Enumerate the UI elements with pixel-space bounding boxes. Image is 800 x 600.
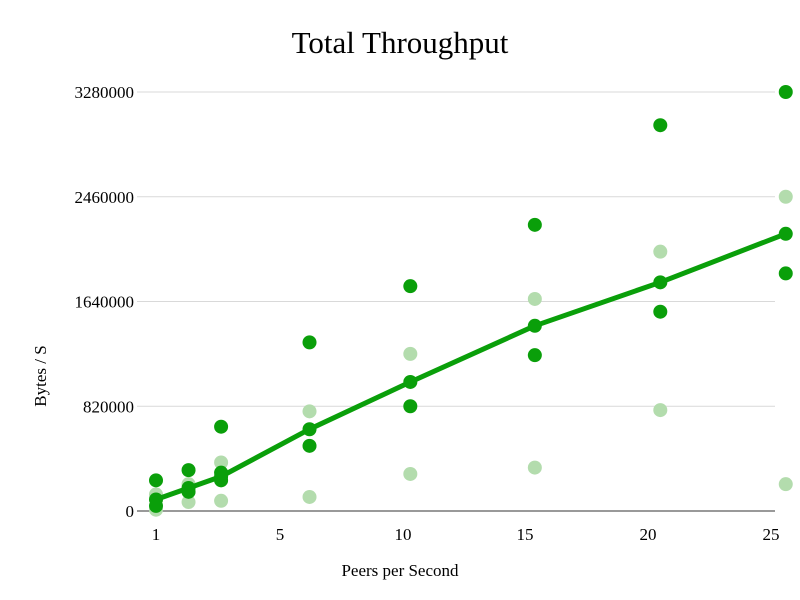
y-tick-label: 2460000: [75, 188, 135, 207]
data-point: [302, 335, 317, 350]
x-tick-label: 1: [152, 525, 161, 544]
plot-area: [149, 85, 793, 517]
x-tick-label: 20: [640, 525, 657, 544]
data-point: [214, 465, 229, 480]
trend-point: [778, 226, 793, 241]
chart-title: Total Throughput: [292, 25, 509, 60]
data-point: [181, 463, 196, 478]
data-point: [181, 484, 196, 499]
grid: [137, 91, 775, 512]
data-point: [527, 291, 542, 306]
x-tick-label: 25: [763, 525, 780, 544]
data-point: [149, 473, 163, 488]
trend-point: [527, 318, 542, 333]
y-axis-ticks: 0 820000 1640000 2460000 3280000: [75, 83, 135, 521]
data-point: [778, 85, 793, 99]
data-point: [653, 244, 668, 259]
data-point: [653, 403, 668, 418]
data-point: [653, 304, 668, 319]
data-point: [653, 118, 668, 133]
x-axis-label: Peers per Second: [341, 561, 459, 580]
data-point: [302, 438, 317, 453]
trend-line: [153, 231, 789, 502]
data-point: [403, 346, 418, 361]
data-point: [403, 399, 418, 414]
data-point: [214, 455, 229, 470]
data-point: [181, 495, 196, 510]
data-point: [778, 189, 793, 204]
data-point: [403, 279, 418, 294]
data-point: [302, 404, 317, 419]
x-tick-label: 10: [395, 525, 412, 544]
data-point: [302, 489, 317, 504]
y-axis-label: Bytes / S: [31, 345, 50, 406]
data-point: [527, 460, 542, 475]
data-point: [527, 217, 542, 232]
trend-point: [403, 374, 418, 389]
trend-point: [653, 275, 668, 290]
data-point: [778, 266, 793, 281]
y-tick-label: 0: [126, 502, 135, 521]
trend-point: [302, 422, 317, 437]
data-point: [214, 493, 229, 508]
data-point: [527, 348, 542, 363]
x-tick-label: 5: [276, 525, 285, 544]
data-point: [149, 498, 163, 513]
y-tick-label: 820000: [83, 397, 134, 416]
y-tick-label: 3280000: [75, 83, 135, 102]
data-point: [778, 477, 793, 492]
x-tick-label: 15: [517, 525, 534, 544]
x-axis-ticks: 1 5 10 15 20 25: [152, 525, 780, 544]
data-point: [214, 419, 229, 434]
data-point: [403, 466, 418, 481]
y-tick-label: 1640000: [75, 293, 135, 312]
